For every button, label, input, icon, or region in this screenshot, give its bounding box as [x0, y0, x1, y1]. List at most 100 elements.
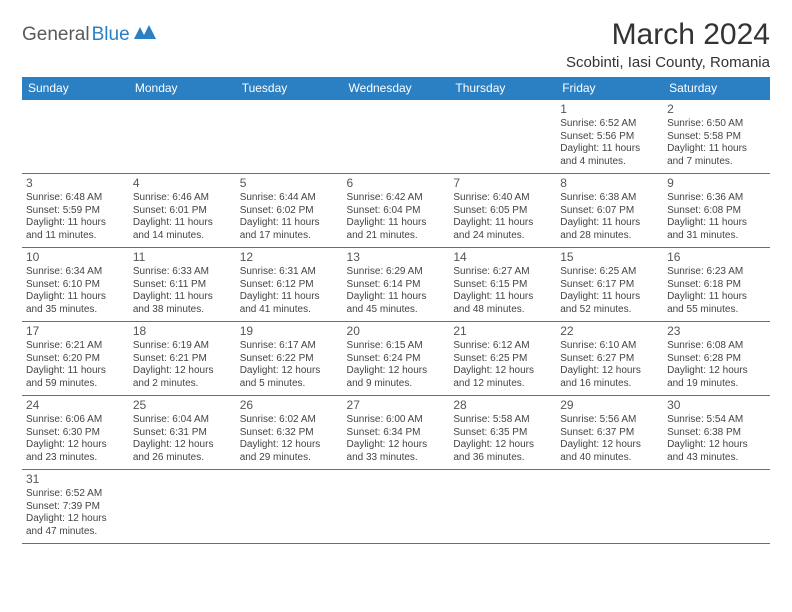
daylight-text: Daylight: 12 hours and 36 minutes.: [453, 439, 552, 464]
day-number: 27: [347, 398, 446, 413]
day-number: 18: [133, 324, 232, 339]
calendar-day-cell: 14Sunrise: 6:27 AMSunset: 6:15 PMDayligh…: [449, 248, 556, 322]
daylight-text: Daylight: 12 hours and 40 minutes.: [560, 439, 659, 464]
sunrise-text: Sunrise: 6:23 AM: [667, 266, 766, 279]
calendar-week-row: 3Sunrise: 6:48 AMSunset: 5:59 PMDaylight…: [22, 174, 770, 248]
sunrise-text: Sunrise: 6:06 AM: [26, 414, 125, 427]
sunset-text: Sunset: 6:05 PM: [453, 205, 552, 218]
calendar-empty-cell: [22, 100, 129, 174]
sunset-text: Sunset: 6:21 PM: [133, 353, 232, 366]
sunset-text: Sunset: 6:30 PM: [26, 427, 125, 440]
day-number: 15: [560, 250, 659, 265]
day-number: 23: [667, 324, 766, 339]
sunset-text: Sunset: 6:32 PM: [240, 427, 339, 440]
day-number: 10: [26, 250, 125, 265]
daylight-text: Daylight: 11 hours and 4 minutes.: [560, 143, 659, 168]
day-number: 29: [560, 398, 659, 413]
calendar-day-cell: 21Sunrise: 6:12 AMSunset: 6:25 PMDayligh…: [449, 322, 556, 396]
sunrise-text: Sunrise: 6:48 AM: [26, 192, 125, 205]
day-number: 26: [240, 398, 339, 413]
daylight-text: Daylight: 12 hours and 26 minutes.: [133, 439, 232, 464]
calendar-week-row: 1Sunrise: 6:52 AMSunset: 5:56 PMDaylight…: [22, 100, 770, 174]
daylight-text: Daylight: 11 hours and 31 minutes.: [667, 217, 766, 242]
day-number: 8: [560, 176, 659, 191]
sunrise-text: Sunrise: 6:00 AM: [347, 414, 446, 427]
weekday-header: Sunday: [22, 77, 129, 100]
sunset-text: Sunset: 6:12 PM: [240, 279, 339, 292]
sunrise-text: Sunrise: 6:02 AM: [240, 414, 339, 427]
sunrise-text: Sunrise: 6:17 AM: [240, 340, 339, 353]
calendar-day-cell: 4Sunrise: 6:46 AMSunset: 6:01 PMDaylight…: [129, 174, 236, 248]
flag-icon: [134, 25, 156, 41]
calendar-day-cell: 25Sunrise: 6:04 AMSunset: 6:31 PMDayligh…: [129, 396, 236, 470]
sunrise-text: Sunrise: 6:46 AM: [133, 192, 232, 205]
sunrise-text: Sunrise: 5:54 AM: [667, 414, 766, 427]
weekday-header-row: SundayMondayTuesdayWednesdayThursdayFrid…: [22, 77, 770, 100]
sunrise-text: Sunrise: 5:58 AM: [453, 414, 552, 427]
daylight-text: Daylight: 12 hours and 23 minutes.: [26, 439, 125, 464]
sunrise-text: Sunrise: 6:25 AM: [560, 266, 659, 279]
calendar-week-row: 24Sunrise: 6:06 AMSunset: 6:30 PMDayligh…: [22, 396, 770, 470]
sunset-text: Sunset: 6:20 PM: [26, 353, 125, 366]
sunrise-text: Sunrise: 6:15 AM: [347, 340, 446, 353]
calendar-empty-cell: [343, 100, 450, 174]
calendar-day-cell: 31Sunrise: 6:52 AMSunset: 7:39 PMDayligh…: [22, 470, 129, 544]
daylight-text: Daylight: 11 hours and 59 minutes.: [26, 365, 125, 390]
calendar-empty-cell: [129, 470, 236, 544]
day-number: 16: [667, 250, 766, 265]
sunrise-text: Sunrise: 6:34 AM: [26, 266, 125, 279]
sunrise-text: Sunrise: 6:52 AM: [560, 118, 659, 131]
calendar-day-cell: 19Sunrise: 6:17 AMSunset: 6:22 PMDayligh…: [236, 322, 343, 396]
logo-text-general: General: [22, 24, 90, 46]
daylight-text: Daylight: 12 hours and 9 minutes.: [347, 365, 446, 390]
daylight-text: Daylight: 12 hours and 5 minutes.: [240, 365, 339, 390]
sunset-text: Sunset: 6:07 PM: [560, 205, 659, 218]
day-number: 22: [560, 324, 659, 339]
sunrise-text: Sunrise: 6:29 AM: [347, 266, 446, 279]
day-number: 11: [133, 250, 232, 265]
calendar-empty-cell: [663, 470, 770, 544]
calendar-day-cell: 28Sunrise: 5:58 AMSunset: 6:35 PMDayligh…: [449, 396, 556, 470]
calendar-day-cell: 5Sunrise: 6:44 AMSunset: 6:02 PMDaylight…: [236, 174, 343, 248]
sunset-text: Sunset: 6:08 PM: [667, 205, 766, 218]
calendar-day-cell: 11Sunrise: 6:33 AMSunset: 6:11 PMDayligh…: [129, 248, 236, 322]
daylight-text: Daylight: 11 hours and 45 minutes.: [347, 291, 446, 316]
day-number: 6: [347, 176, 446, 191]
sunrise-text: Sunrise: 6:31 AM: [240, 266, 339, 279]
sunrise-text: Sunrise: 5:56 AM: [560, 414, 659, 427]
weekday-header: Wednesday: [343, 77, 450, 100]
sunset-text: Sunset: 6:24 PM: [347, 353, 446, 366]
sunset-text: Sunset: 6:01 PM: [133, 205, 232, 218]
logo: General Blue: [22, 24, 156, 46]
sunset-text: Sunset: 6:10 PM: [26, 279, 125, 292]
calendar-day-cell: 23Sunrise: 6:08 AMSunset: 6:28 PMDayligh…: [663, 322, 770, 396]
sunset-text: Sunset: 6:31 PM: [133, 427, 232, 440]
calendar-day-cell: 29Sunrise: 5:56 AMSunset: 6:37 PMDayligh…: [556, 396, 663, 470]
daylight-text: Daylight: 11 hours and 14 minutes.: [133, 217, 232, 242]
daylight-text: Daylight: 12 hours and 16 minutes.: [560, 365, 659, 390]
sunset-text: Sunset: 6:25 PM: [453, 353, 552, 366]
day-number: 19: [240, 324, 339, 339]
day-number: 12: [240, 250, 339, 265]
weekday-header: Saturday: [663, 77, 770, 100]
sunset-text: Sunset: 6:18 PM: [667, 279, 766, 292]
daylight-text: Daylight: 12 hours and 2 minutes.: [133, 365, 232, 390]
day-number: 20: [347, 324, 446, 339]
calendar-body: 1Sunrise: 6:52 AMSunset: 5:56 PMDaylight…: [22, 100, 770, 544]
day-number: 24: [26, 398, 125, 413]
sunrise-text: Sunrise: 6:33 AM: [133, 266, 232, 279]
sunrise-text: Sunrise: 6:12 AM: [453, 340, 552, 353]
calendar-empty-cell: [343, 470, 450, 544]
day-number: 4: [133, 176, 232, 191]
sunset-text: Sunset: 6:22 PM: [240, 353, 339, 366]
sunset-text: Sunset: 6:37 PM: [560, 427, 659, 440]
day-number: 31: [26, 472, 125, 487]
header: General Blue March 2024 Scobinti, Iasi C…: [22, 18, 770, 71]
day-number: 7: [453, 176, 552, 191]
sunset-text: Sunset: 6:04 PM: [347, 205, 446, 218]
sunset-text: Sunset: 6:27 PM: [560, 353, 659, 366]
sunset-text: Sunset: 6:11 PM: [133, 279, 232, 292]
sunrise-text: Sunrise: 6:19 AM: [133, 340, 232, 353]
daylight-text: Daylight: 11 hours and 28 minutes.: [560, 217, 659, 242]
calendar-day-cell: 7Sunrise: 6:40 AMSunset: 6:05 PMDaylight…: [449, 174, 556, 248]
